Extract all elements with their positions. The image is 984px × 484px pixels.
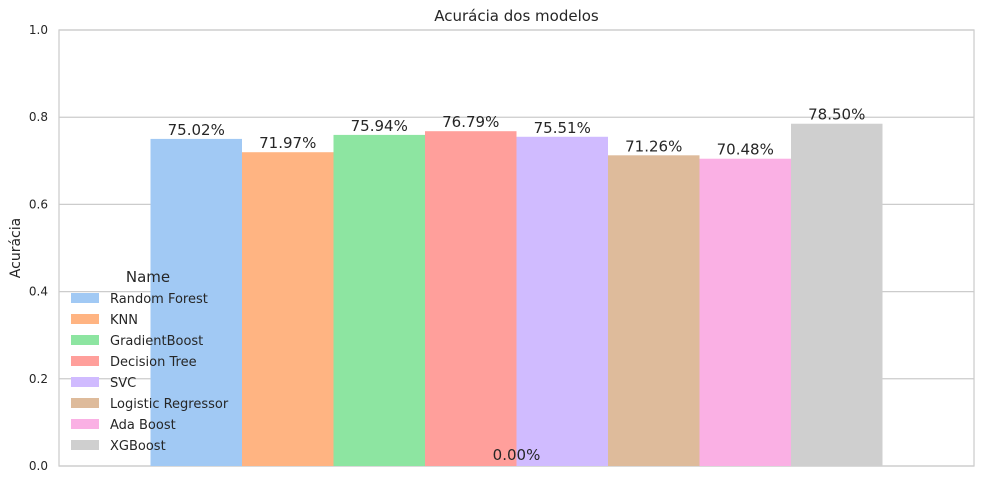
bar-xgboost (791, 123, 883, 467)
zero-data-label: 0.00% (493, 446, 541, 464)
y-tick-label: 0.8 (29, 110, 48, 124)
y-axis-ticks: 0.0 0.2 0.4 0.6 0.8 1.0 (29, 23, 48, 473)
bar-logistic-regressor (608, 155, 700, 466)
bar-ada-boost (699, 158, 791, 466)
legend-swatch (71, 419, 99, 429)
y-tick-label: 0.2 (29, 372, 48, 386)
data-labels: 75.02% 71.97% 75.94% 76.79% 75.51% 71.26% 70.4… (168, 106, 866, 464)
bar-random-forest (150, 138, 242, 467)
y-tick-label: 0.0 (29, 459, 48, 473)
y-axis-label: Acurácia (8, 218, 24, 278)
legend-entry-label: Decision Tree (110, 355, 197, 370)
data-label: 76.79% (442, 113, 499, 131)
legend: Name Random Forest KNN GradientBoost Decisi… (71, 268, 229, 454)
data-label: 78.50% (808, 106, 865, 124)
data-label: 75.94% (351, 117, 408, 135)
legend-swatch (71, 293, 99, 303)
legend-entry-label: XGBoost (110, 439, 166, 454)
bar-decision-tree (425, 131, 517, 466)
legend-entry-label: SVC (110, 376, 136, 391)
legend-swatch (71, 440, 99, 450)
bars (150, 123, 883, 467)
bar-knn (242, 152, 334, 466)
data-label: 70.48% (717, 141, 774, 159)
bar-gradientboost (333, 134, 425, 466)
legend-entry-label: Ada Boost (110, 418, 176, 433)
y-tick-label: 0.4 (29, 285, 48, 299)
data-label: 71.97% (259, 134, 316, 152)
legend-swatch (71, 398, 99, 408)
chart-title: Acurácia dos modelos (434, 7, 599, 25)
legend-entry-label: Logistic Regressor (110, 397, 229, 412)
y-tick-label: 1.0 (29, 23, 48, 37)
data-label: 75.51% (534, 119, 591, 137)
legend-entry-label: Random Forest (110, 292, 208, 307)
data-label: 75.02% (168, 121, 225, 139)
legend-swatch (71, 356, 99, 366)
legend-entry-label: KNN (110, 313, 138, 328)
legend-entry-label: GradientBoost (110, 334, 203, 349)
data-label: 71.26% (625, 137, 682, 155)
legend-swatch (71, 335, 99, 345)
legend-swatch (71, 314, 99, 324)
legend-swatch (71, 377, 99, 387)
y-tick-label: 0.6 (29, 197, 48, 211)
legend-title: Name (126, 268, 170, 286)
bar-svc (516, 136, 608, 466)
